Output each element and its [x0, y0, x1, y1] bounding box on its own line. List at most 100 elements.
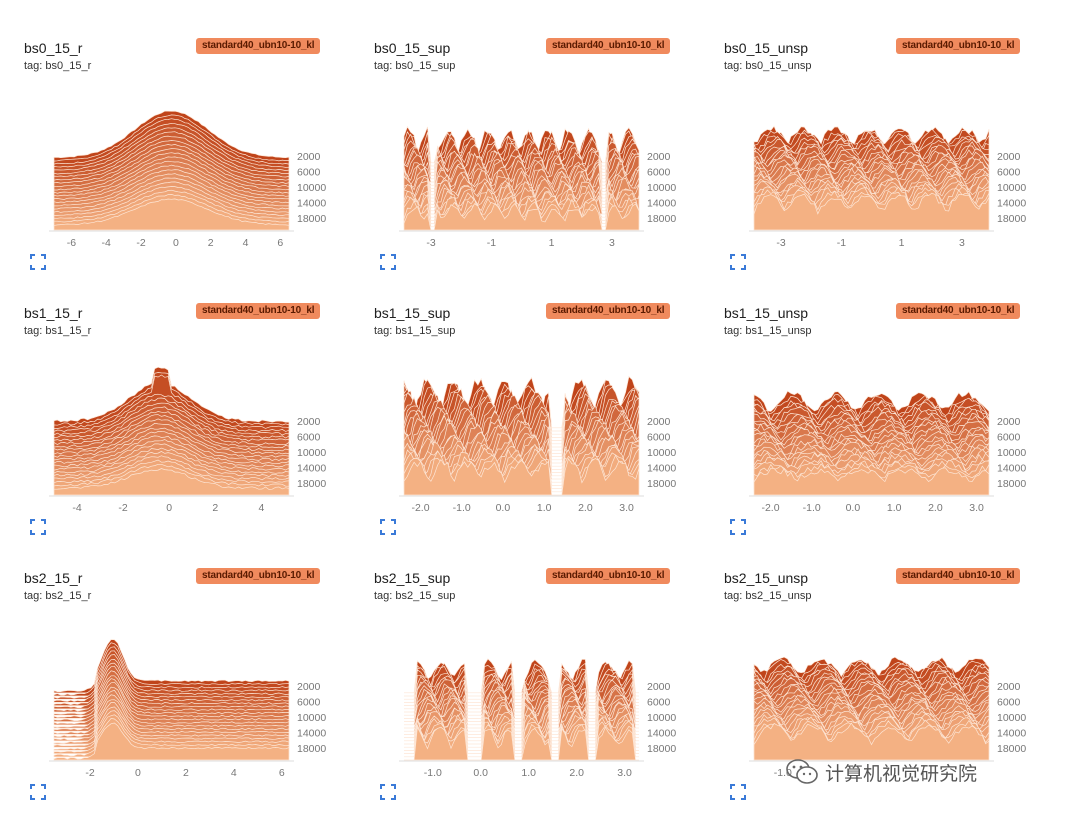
step-tick-label: 6000 [647, 697, 671, 709]
wechat-icon [786, 759, 818, 784]
step-tick-label: 14000 [997, 198, 1026, 210]
expand-icon[interactable] [380, 519, 396, 535]
histogram-panel-bs2_15_unsp: bs2_15_unsp tag: bs2_15_unsp standard40_ub… [724, 568, 1074, 835]
chart-tag: tag: bs2_15_sup [374, 590, 456, 602]
x-tick-label: -2.0 [411, 502, 429, 514]
x-tick-label: -3 [776, 237, 785, 249]
step-tick-label: 14000 [647, 463, 676, 475]
histogram-panel-bs0_15_r: bs0_15_r tag: bs0_15_r standard40_ubn10-10… [24, 38, 374, 305]
step-tick-label: 2000 [997, 151, 1021, 163]
expand-icon[interactable] [730, 784, 746, 800]
chart-tag: tag: bs2_15_unsp [724, 590, 812, 602]
chart-tag: tag: bs2_15_r [24, 590, 92, 602]
chart-title: bs2_15_r [24, 570, 83, 586]
expand-icon[interactable] [380, 254, 396, 270]
ridge-histogram: 2000 6000 10000 14000 18000 -3 -1 1 3 [399, 125, 676, 249]
x-tick-label: 4 [243, 237, 249, 249]
ridge-histogram: 2000 6000 10000 14000 18000 -2 0 2 4 6 [49, 639, 326, 779]
expand-icon[interactable] [380, 784, 396, 800]
step-tick-label: 14000 [647, 198, 676, 210]
expand-icon[interactable] [30, 784, 46, 800]
ridge-layer [404, 725, 639, 761]
run-label-chip[interactable]: standard40_ubn10-10_kl [196, 38, 321, 54]
x-tick-label: 0.0 [496, 502, 511, 514]
x-tick-label: 0 [135, 767, 141, 779]
step-tick-label: 6000 [297, 697, 321, 709]
chart-title: bs1_15_sup [374, 305, 451, 321]
step-tick-label: 18000 [297, 478, 326, 490]
chart-title: bs1_15_r [24, 305, 83, 321]
x-tick-label: 3 [959, 237, 965, 249]
x-tick-label: 6 [279, 767, 285, 779]
expand-icon[interactable] [730, 519, 746, 535]
ridge-histogram: 2000 6000 10000 14000 18000 -3 -1 1 3 [749, 125, 1026, 249]
step-tick-label: 18000 [647, 743, 676, 755]
expand-icon[interactable] [30, 254, 46, 270]
step-tick-label: 10000 [647, 447, 676, 459]
x-tick-label: 2 [208, 237, 214, 249]
step-tick-label: 10000 [997, 447, 1026, 459]
run-label-chip[interactable]: standard40_ubn10-10_kl [896, 38, 1021, 54]
step-tick-label: 6000 [647, 167, 671, 179]
x-tick-label: -2 [85, 767, 94, 779]
x-tick-label: 1 [899, 237, 905, 249]
chart-tag: tag: bs1_15_unsp [724, 325, 812, 337]
expand-icon[interactable] [30, 519, 46, 535]
step-tick-label: 6000 [297, 167, 321, 179]
histogram-panel-bs2_15_sup: bs2_15_sup tag: bs2_15_sup standard40_ubn1… [374, 568, 724, 835]
expand-icon[interactable] [730, 254, 746, 270]
ridge-layer [753, 192, 990, 231]
step-tick-label: 14000 [997, 463, 1026, 475]
run-label-chip[interactable]: standard40_ubn10-10_kl [896, 303, 1021, 319]
x-tick-label: 6 [277, 237, 283, 249]
histogram-panel-bs2_15_r: bs2_15_r tag: bs2_15_r standard40_ubn10-10… [24, 568, 374, 835]
histogram-panel-bs1_15_r: bs1_15_r tag: bs1_15_r standard40_ubn10-10… [24, 303, 374, 570]
watermark: 计算机视觉研究院 [785, 758, 977, 786]
x-tick-label: 1.0 [537, 502, 552, 514]
x-tick-label: 0.0 [473, 767, 488, 779]
x-tick-label: 2.0 [928, 502, 943, 514]
step-tick-label: 14000 [647, 728, 676, 740]
run-label-chip[interactable]: standard40_ubn10-10_kl [896, 568, 1021, 584]
run-label-chip[interactable]: standard40_ubn10-10_kl [546, 568, 671, 584]
step-tick-label: 2000 [297, 681, 321, 693]
chart-title: bs1_15_unsp [724, 305, 809, 321]
x-tick-label: 0 [166, 502, 172, 514]
step-tick-label: 6000 [997, 432, 1021, 444]
run-label-chip[interactable]: standard40_ubn10-10_kl [546, 303, 671, 319]
x-tick-label: -1.0 [453, 502, 471, 514]
ridge-layer [403, 457, 640, 496]
x-tick-label: 2 [212, 502, 218, 514]
step-tick-label: 14000 [297, 198, 326, 210]
step-tick-label: 18000 [297, 743, 326, 755]
ridge-histogram: 2000 6000 10000 14000 18000 -2.0 -1.0 0.0 1.0 2.0… [399, 375, 676, 514]
watermark-text: 计算机视觉研究院 [825, 763, 978, 785]
step-tick-label: 2000 [647, 151, 671, 163]
x-tick-label: 2.0 [578, 502, 593, 514]
chart-title: bs2_15_sup [374, 570, 451, 586]
step-tick-label: 14000 [297, 728, 326, 740]
run-label-chip[interactable]: standard40_ubn10-10_kl [196, 568, 321, 584]
step-tick-label: 10000 [647, 182, 676, 194]
x-tick-label: -6 [67, 237, 76, 249]
chart-title: bs0_15_r [24, 40, 83, 56]
step-tick-label: 14000 [297, 463, 326, 475]
chart-title: bs2_15_unsp [724, 570, 809, 586]
x-tick-label: 1.0 [521, 767, 536, 779]
step-tick-label: 6000 [997, 167, 1021, 179]
run-label-chip[interactable]: standard40_ubn10-10_kl [196, 303, 321, 319]
ridge-layer [53, 468, 290, 496]
step-tick-label: 14000 [997, 728, 1026, 740]
step-tick-label: 18000 [297, 213, 326, 225]
ridge-histogram: 2000 6000 10000 14000 18000 -1.0 0.0 1.0 2.0 3.0 [399, 658, 676, 779]
run-label-chip[interactable]: standard40_ubn10-10_kl [546, 38, 671, 54]
chart-tag: tag: bs0_15_r [24, 60, 92, 72]
step-tick-label: 18000 [647, 478, 676, 490]
ridge-layer [753, 467, 990, 496]
x-tick-label: 0 [173, 237, 179, 249]
x-tick-label: 1 [549, 237, 555, 249]
x-tick-label: 2 [183, 767, 189, 779]
x-tick-label: -3 [426, 237, 435, 249]
step-tick-label: 2000 [997, 416, 1021, 428]
